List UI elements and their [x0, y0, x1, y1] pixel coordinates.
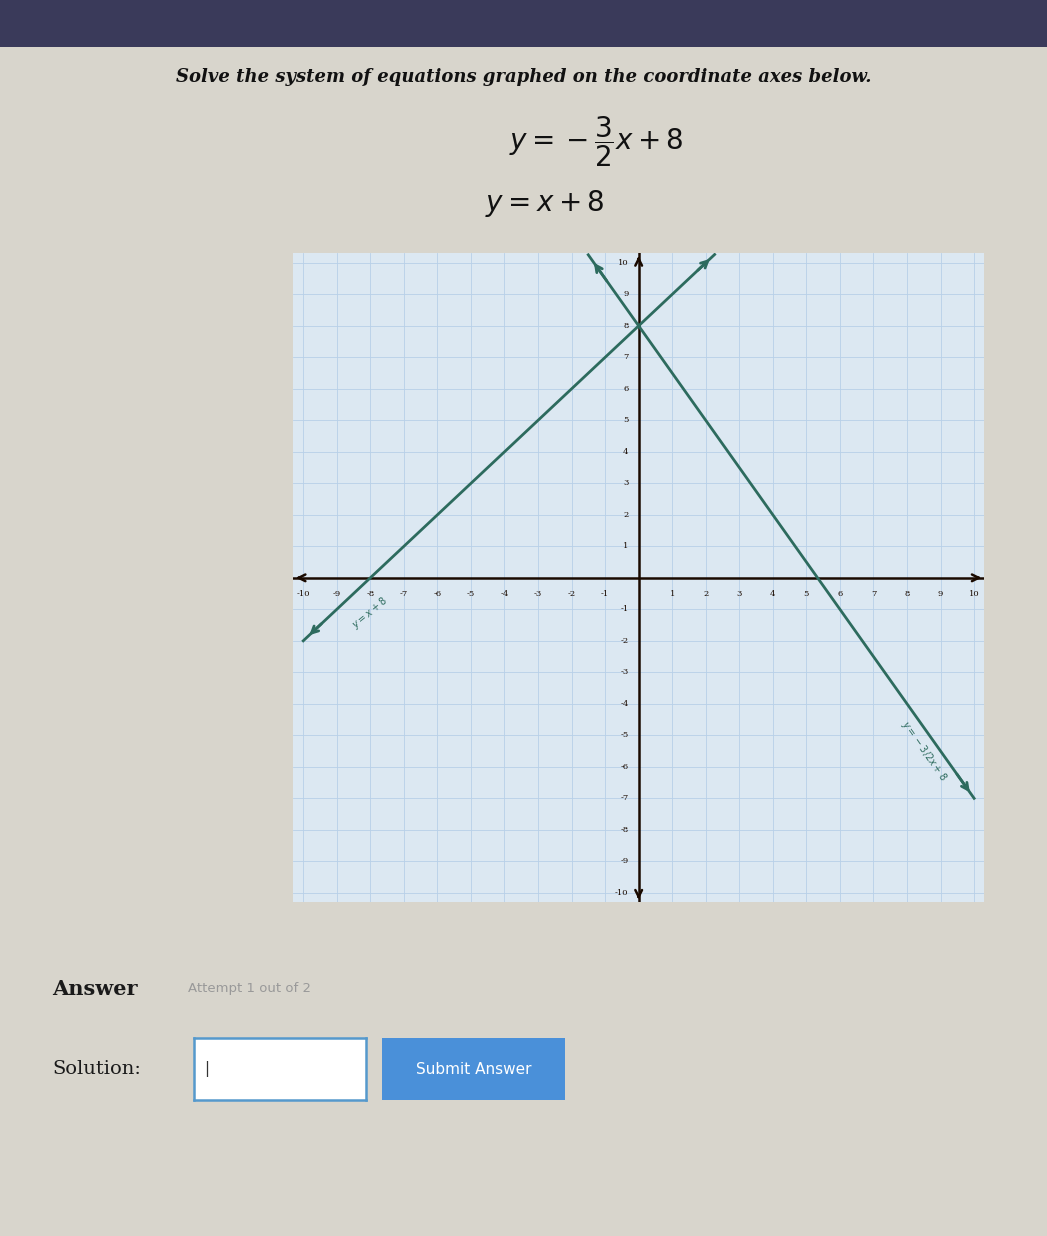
Text: 8: 8	[905, 591, 910, 598]
Text: 9: 9	[938, 591, 943, 598]
Text: Solve the system of equations graphed on the coordinate axes below.: Solve the system of equations graphed on…	[176, 68, 871, 87]
Text: -4: -4	[500, 591, 509, 598]
Text: -8: -8	[621, 826, 628, 834]
Text: -1: -1	[621, 606, 628, 613]
Text: -3: -3	[621, 669, 628, 676]
Text: -9: -9	[621, 858, 628, 865]
Text: -10: -10	[296, 591, 310, 598]
Text: 10: 10	[968, 591, 979, 598]
Text: -8: -8	[366, 591, 375, 598]
Text: -2: -2	[567, 591, 576, 598]
Text: 4: 4	[771, 591, 776, 598]
Text: 2: 2	[704, 591, 709, 598]
Text: 7: 7	[871, 591, 876, 598]
Text: -3: -3	[534, 591, 542, 598]
Text: 6: 6	[623, 384, 628, 393]
Text: 3: 3	[737, 591, 742, 598]
Text: -6: -6	[433, 591, 442, 598]
Text: -5: -5	[467, 591, 475, 598]
Text: $y=-3/2x+8$: $y=-3/2x+8$	[898, 718, 950, 784]
Text: -7: -7	[400, 591, 408, 598]
Text: $y = x+8$: $y = x+8$	[485, 188, 604, 220]
Text: Answer: Answer	[52, 979, 138, 999]
Text: -9: -9	[333, 591, 341, 598]
Text: -6: -6	[621, 763, 628, 771]
Text: 1: 1	[623, 543, 628, 550]
Text: 8: 8	[623, 321, 628, 330]
Text: $y = -\dfrac{3}{2}x+8$: $y = -\dfrac{3}{2}x+8$	[510, 115, 684, 169]
Text: 7: 7	[623, 353, 628, 361]
Text: 10: 10	[618, 258, 628, 267]
Text: 1: 1	[669, 591, 675, 598]
Text: 6: 6	[838, 591, 843, 598]
Text: $y=x+8$: $y=x+8$	[350, 593, 392, 632]
Text: -2: -2	[621, 637, 628, 645]
Text: -1: -1	[601, 591, 609, 598]
Text: -7: -7	[621, 795, 628, 802]
Text: 3: 3	[623, 480, 628, 487]
Text: 5: 5	[804, 591, 809, 598]
Text: 2: 2	[623, 510, 628, 519]
Text: 5: 5	[623, 417, 628, 424]
Text: 4: 4	[623, 447, 628, 456]
Text: Solution:: Solution:	[52, 1060, 141, 1078]
Text: |: |	[204, 1062, 209, 1077]
Text: 9: 9	[623, 290, 628, 298]
Text: Attempt 1 out of 2: Attempt 1 out of 2	[188, 983, 311, 995]
Text: -5: -5	[621, 732, 628, 739]
Text: -4: -4	[620, 700, 628, 708]
Text: -10: -10	[615, 889, 628, 897]
Text: Submit Answer: Submit Answer	[416, 1062, 532, 1077]
